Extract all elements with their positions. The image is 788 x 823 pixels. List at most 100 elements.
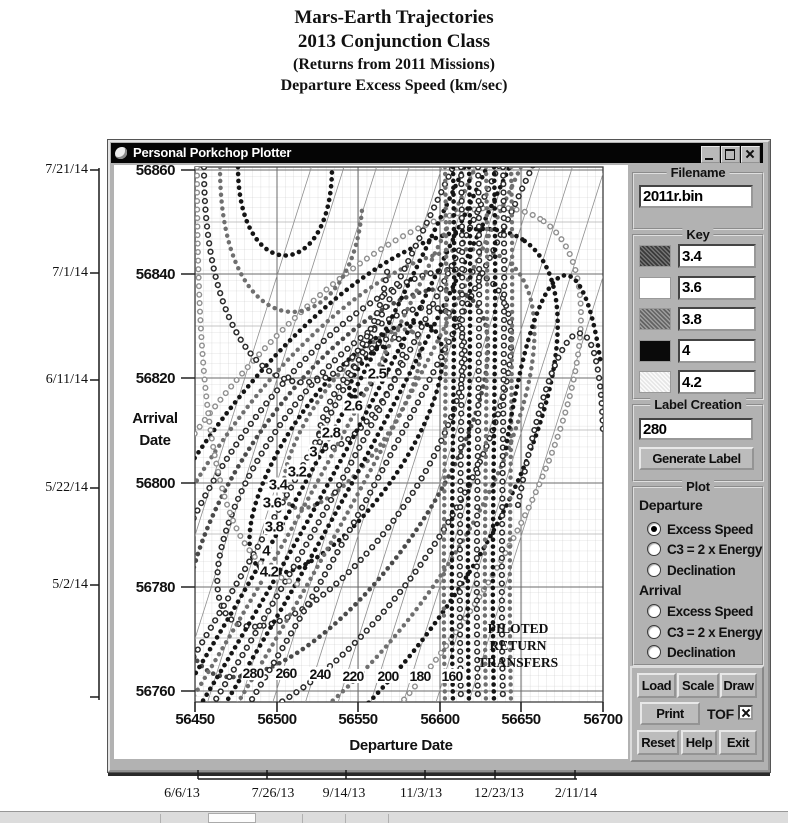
arrival-date-7-21-14: 7/21/14 — [45, 162, 88, 177]
window-title: Personal Porkchop Plotter — [133, 145, 292, 160]
arrival-c3-radio[interactable]: C3 = 2 x Energy — [647, 623, 762, 641]
y-tick-56780: 56780 — [135, 579, 176, 596]
x-tick-56600: 56600 — [420, 711, 460, 728]
key-swatch-3.6 — [639, 276, 671, 299]
x-tick-56650: 56650 — [501, 711, 541, 728]
x-tick-56550: 56550 — [338, 711, 378, 728]
contour-label-2.6: 2.6 — [342, 397, 364, 415]
tof-label-260: 260 — [274, 665, 298, 681]
contour-label-3.4: 3.4 — [267, 476, 289, 494]
arrival-date-5-22-14: 5/22/14 — [45, 480, 88, 495]
taskbar-strip — [0, 811, 788, 823]
reset-button[interactable]: Reset — [637, 730, 679, 755]
y-axis-title-line2: Date — [139, 432, 171, 449]
outer-left-axis — [90, 168, 100, 700]
tof-checkbox[interactable] — [738, 705, 753, 720]
departure-date-6-6-13: 6/6/13 — [164, 786, 200, 801]
contour-label-3.2: 3.2 — [286, 463, 308, 481]
key-group: Key — [632, 227, 764, 400]
departure-declination-radio[interactable]: Declination — [647, 561, 736, 579]
app-icon — [115, 147, 127, 159]
radio-icon — [647, 563, 661, 577]
tof-label-180: 180 — [408, 668, 432, 684]
scale-button[interactable]: Scale — [677, 673, 719, 698]
tof-label-280: 280 — [241, 665, 265, 681]
filename-group: Filename — [632, 165, 764, 230]
radio-icon — [647, 645, 661, 659]
y-tick-56760: 56760 — [135, 683, 176, 700]
departure-date-2-11-14: 2/11/14 — [554, 786, 598, 801]
minimize-button[interactable] — [701, 146, 720, 163]
x-axis-title: Departure Date — [349, 737, 453, 754]
generate-label-button[interactable]: Generate Label — [639, 447, 754, 470]
radio-icon — [647, 625, 661, 639]
contour-label-3: 3 — [308, 443, 318, 461]
label-creation-input[interactable] — [639, 418, 753, 440]
y-axis-title-line1: Arrival — [132, 410, 178, 427]
key-value-4.2[interactable] — [678, 370, 756, 394]
piloted-return-annotation: PILOTED RETURN TRANSFERS — [477, 621, 559, 670]
contour-label-2.8: 2.8 — [320, 424, 342, 442]
radio-icon — [647, 522, 661, 536]
key-group-label: Key — [682, 227, 714, 242]
window-titlebar[interactable]: Personal Porkchop Plotter — [111, 143, 763, 163]
departure-date-12-23-13: 12/23/13 — [474, 786, 524, 801]
departure-date-7-26-13: 7/26/13 — [251, 786, 295, 801]
title-line-1: Mars-Earth Trajectories — [294, 7, 494, 28]
arrival-excess-speed-radio[interactable]: Excess Speed — [647, 602, 753, 620]
title-line-2: 2013 Conjunction Class — [297, 31, 491, 52]
key-swatch-4 — [639, 339, 671, 362]
print-button[interactable]: Print — [640, 702, 700, 725]
departure-date-9-14-13: 9/14/13 — [322, 786, 366, 801]
contour-label-2.5: 2.5 — [366, 365, 388, 383]
x-tick-56450: 56450 — [175, 711, 215, 728]
key-value-4[interactable] — [678, 338, 756, 363]
title-line-3: (Returns from 2011 Missions) — [293, 56, 495, 73]
radio-icon — [647, 604, 661, 618]
tof-checkbox-label: TOF — [707, 706, 734, 722]
departure-c3-radio[interactable]: C3 = 2 x Energy — [647, 540, 762, 558]
arrival-section-label: Arrival — [639, 582, 682, 598]
maximize-icon — [725, 149, 735, 160]
plot-options-group: Plot Departure Excess Speed C3 = 2 x Ene… — [632, 479, 764, 666]
key-swatch-3.4 — [639, 245, 671, 267]
contour-label-3.6: 3.6 — [261, 494, 283, 512]
tof-label-200: 200 — [376, 668, 400, 684]
plot-group-label: Plot — [682, 479, 714, 494]
arrival-date-5-2-14: 5/2/14 — [52, 577, 88, 592]
label-creation-group: Label Creation Generate Label — [632, 397, 764, 482]
departure-excess-speed-radio[interactable]: Excess Speed — [647, 520, 753, 538]
x-tick-56700: 56700 — [583, 711, 623, 728]
y-tick-56840: 56840 — [135, 266, 176, 283]
load-button[interactable]: Load — [637, 673, 676, 698]
key-value-3.4[interactable] — [678, 244, 756, 268]
y-tick-56800: 56800 — [135, 475, 176, 492]
maximize-button[interactable] — [721, 146, 740, 163]
window-controls — [701, 146, 760, 163]
page-title: Mars-Earth Trajectories 2013 Conjunction… — [0, 6, 788, 96]
draw-button[interactable]: Draw — [720, 673, 757, 698]
key-swatch-3.8 — [639, 308, 671, 330]
help-button[interactable]: Help — [681, 730, 717, 755]
y-tick-56820: 56820 — [135, 370, 176, 387]
contour-label-4: 4 — [261, 542, 271, 560]
key-value-3.8[interactable] — [678, 307, 756, 331]
arrival-declination-radio[interactable]: Declination — [647, 643, 736, 661]
tof-label-220: 220 — [341, 668, 365, 684]
radio-icon — [647, 542, 661, 556]
arrival-date-6-11-14: 6/11/14 — [45, 372, 88, 387]
label-creation-group-label: Label Creation — [650, 397, 746, 412]
filename-input[interactable] — [639, 185, 753, 208]
key-swatch-4.2 — [639, 371, 671, 393]
y-tick-56860: 56860 — [135, 162, 176, 179]
minimize-icon — [705, 158, 713, 160]
close-button[interactable] — [741, 146, 760, 163]
arrival-date-7-1-14: 7/1/14 — [52, 265, 88, 280]
key-value-3.6[interactable] — [678, 275, 756, 300]
tof-label-240: 240 — [308, 666, 332, 682]
taskbar-button — [208, 813, 256, 823]
exit-button[interactable]: Exit — [719, 730, 757, 755]
departure-section-label: Departure — [639, 497, 703, 513]
filename-group-label: Filename — [666, 165, 730, 180]
